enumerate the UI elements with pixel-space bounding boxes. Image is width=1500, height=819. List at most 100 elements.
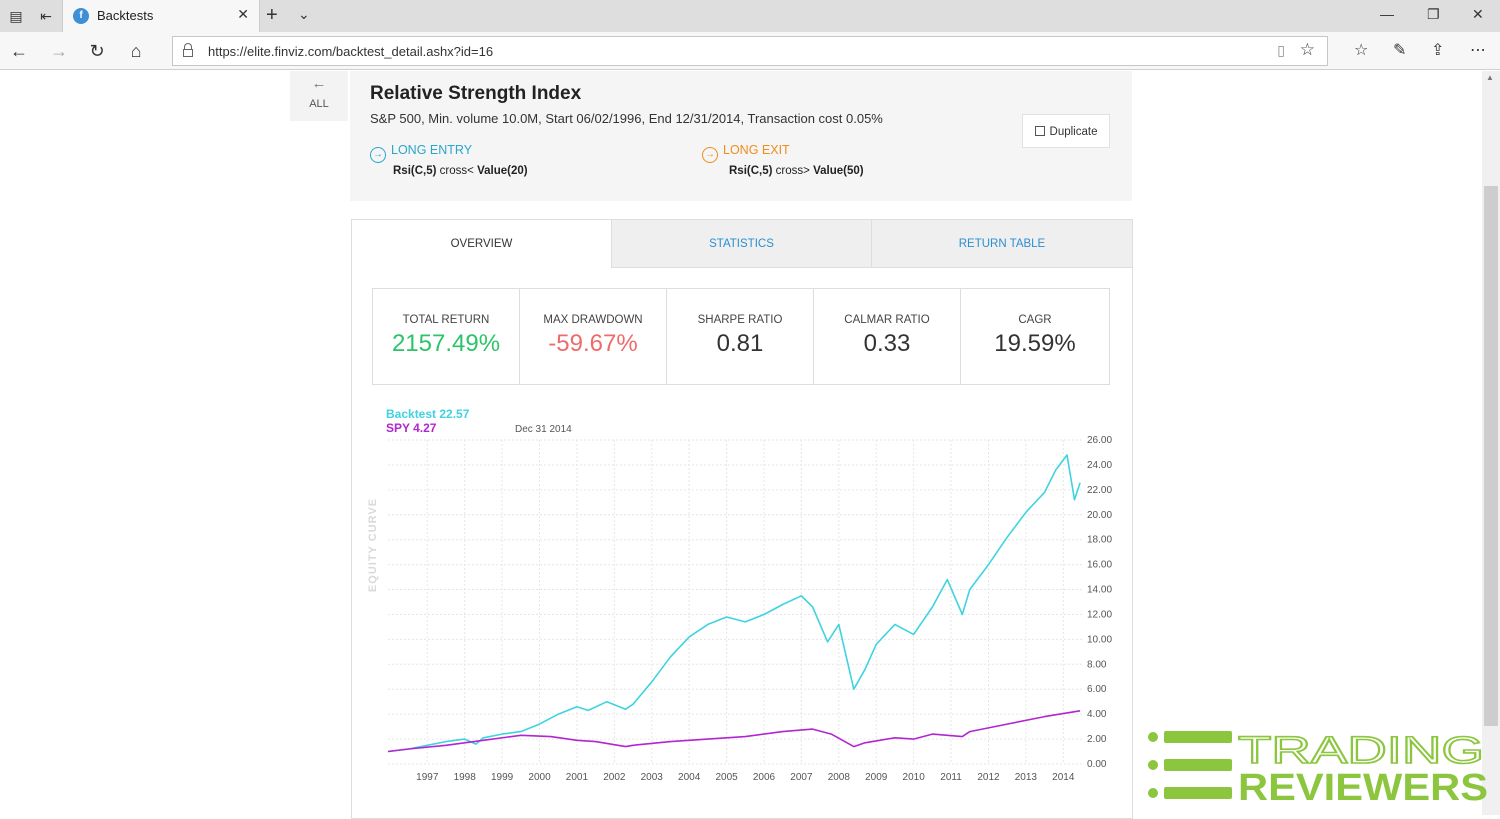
stat-value: -59.67% — [548, 330, 638, 357]
watermark-bar — [1164, 787, 1232, 799]
stat-label: SHARPE RATIO — [697, 314, 783, 326]
exit-expr-a: Rsi(C,5) — [729, 165, 773, 177]
back-icon[interactable]: ← — [10, 41, 28, 61]
results-panel: OVERVIEW STATISTICS RETURN TABLE TOTAL R… — [351, 219, 1133, 819]
x-tick-label: 2005 — [715, 772, 738, 783]
x-tick-label: 1999 — [491, 772, 514, 783]
back-to-all-button[interactable]: ← ALL — [290, 71, 348, 121]
scrollbar-thumb[interactable] — [1484, 186, 1498, 726]
copy-icon — [1034, 126, 1045, 136]
x-tick-label: 1998 — [454, 772, 477, 783]
x-tick-label: 2011 — [940, 772, 962, 783]
y-tick-label: 22.00 — [1087, 485, 1112, 496]
more-menu-icon[interactable]: ⋯ — [1470, 42, 1486, 59]
long-entry-rule: Rsi(C,5) cross< Value(20) — [393, 165, 528, 177]
x-tick-label: 2014 — [1052, 772, 1075, 783]
back-to-all-label: ALL — [309, 98, 329, 110]
tab-return-table[interactable]: RETURN TABLE — [872, 220, 1132, 268]
exit-expr-b: cross> — [775, 165, 810, 177]
scroll-up-icon[interactable]: ▲ — [1486, 73, 1494, 82]
favorites-hub-icon[interactable]: ☆ — [1354, 42, 1369, 59]
chart-series — [387, 454, 1081, 753]
stat-total-return: TOTAL RETURN 2157.49% — [373, 289, 520, 384]
forward-icon[interactable]: → — [50, 41, 68, 61]
new-tab-icon[interactable]: + — [266, 4, 278, 26]
tab-statistics[interactable]: STATISTICS — [612, 220, 872, 268]
stat-value: 19.59% — [994, 330, 1076, 357]
set-tabs-aside-icon[interactable]: ⇤ — [40, 8, 52, 24]
restore-icon[interactable]: ❐ — [1427, 6, 1440, 22]
long-entry-label: LONG ENTRY — [391, 143, 473, 157]
stat-label: MAX DRAWDOWN — [543, 314, 643, 326]
backtest-header: Relative Strength Index S&P 500, Min. vo… — [350, 71, 1132, 201]
stat-value: 0.81 — [716, 330, 764, 357]
stat-label: CAGR — [1018, 314, 1052, 326]
results-tabs: OVERVIEW STATISTICS RETURN TABLE — [352, 220, 1132, 268]
long-entry-heading: → LONG ENTRY — [370, 143, 472, 163]
x-tick-label: 2006 — [753, 772, 776, 783]
share-icon[interactable]: ⇪ — [1431, 42, 1445, 59]
tab-overview[interactable]: OVERVIEW — [352, 220, 612, 268]
tab-list-chevron-icon[interactable]: ⌄ — [298, 6, 310, 22]
backtest-title: Relative Strength Index — [370, 83, 582, 104]
long-exit-label: LONG EXIT — [723, 143, 790, 157]
minimize-icon[interactable]: — — [1380, 6, 1394, 22]
browser-tab[interactable]: f Backtests ✕ — [62, 0, 260, 32]
y-tick-label: 14.00 — [1087, 585, 1112, 596]
exit-expr-c: Value(50) — [813, 165, 864, 177]
y-tick-label: 6.00 — [1087, 684, 1107, 695]
y-tick-label: 18.00 — [1087, 535, 1112, 546]
exit-icon: → — [702, 147, 718, 163]
x-tick-label: 2000 — [528, 772, 551, 783]
x-tick-label: 1997 — [416, 772, 439, 783]
lock-icon — [183, 43, 193, 57]
browser-tab-strip: ▤ ⇤ f Backtests ✕ + ⌄ — ❐ ✕ — [0, 0, 1500, 32]
stat-max-drawdown: MAX DRAWDOWN -59.67% — [520, 289, 667, 384]
equity-curve-chart[interactable]: 0.00 2.00 4.00 6.00 8.00 10.00 12.00 14.00 16.00… — [360, 398, 1120, 798]
url-text[interactable]: https://elite.finviz.com/backtest_detail… — [208, 44, 494, 59]
close-tab-icon[interactable]: ✕ — [237, 6, 249, 22]
entry-icon: → — [370, 147, 386, 163]
x-tick-label: 2009 — [865, 772, 888, 783]
close-window-icon[interactable]: ✕ — [1472, 6, 1484, 22]
y-axis-ticks: 0.00 2.00 4.00 6.00 8.00 10.00 12.00 14.00 16.00… — [1087, 435, 1112, 770]
watermark-dot — [1148, 732, 1158, 742]
series-line-backtest — [387, 454, 1081, 753]
watermark-dot — [1148, 788, 1158, 798]
watermark-bar — [1164, 731, 1232, 743]
long-exit-heading: → LONG EXIT — [702, 143, 790, 163]
finviz-favicon-icon: f — [73, 8, 89, 24]
watermark-line1: TRADING — [1238, 730, 1484, 772]
tab-title: Backtests — [97, 8, 154, 23]
home-icon[interactable]: ⌂ — [130, 41, 142, 61]
duplicate-button[interactable]: Duplicate — [1022, 114, 1110, 148]
x-tick-label: 2002 — [603, 772, 626, 783]
x-tick-label: 2004 — [678, 772, 701, 783]
tab-actions-icon[interactable]: ▤ — [9, 8, 23, 24]
y-tick-label: 2.00 — [1087, 734, 1107, 745]
legend-backtest: Backtest 22.57 — [386, 407, 470, 421]
x-tick-label: 2010 — [903, 772, 926, 783]
browser-toolbar: ← → ↻ ⌂ https://elite.finviz.com/backtes… — [0, 32, 1500, 70]
x-tick-label: 2007 — [790, 772, 813, 783]
web-note-icon[interactable]: ✎ — [1393, 42, 1407, 59]
watermark-bar — [1164, 759, 1232, 771]
stat-label: TOTAL RETURN — [402, 314, 490, 326]
address-bar[interactable]: https://elite.finviz.com/backtest_detail… — [172, 36, 1328, 66]
refresh-icon[interactable]: ↻ — [89, 41, 105, 61]
x-tick-label: 2003 — [641, 772, 664, 783]
x-axis-ticks: 1997 1998 1999 2000 2001 2002 2003 2004 2005 2006… — [416, 772, 1075, 783]
reading-view-icon[interactable]: ▯ — [1277, 42, 1285, 58]
stat-value: 2157.49% — [391, 330, 501, 357]
x-tick-label: 2013 — [1015, 772, 1038, 783]
x-tick-label: 2001 — [566, 772, 589, 783]
x-tick-label: 2008 — [828, 772, 851, 783]
y-axis-label: EQUITY CURVE — [367, 498, 379, 592]
favorite-star-icon[interactable]: ☆ — [1299, 40, 1315, 59]
stat-cagr: CAGR 19.59% — [961, 289, 1109, 384]
y-tick-label: 16.00 — [1087, 560, 1112, 571]
stat-calmar-ratio: CALMAR RATIO 0.33 — [814, 289, 961, 384]
entry-expr-c: Value(20) — [477, 165, 528, 177]
x-tick-label: 2012 — [977, 772, 1000, 783]
page-scrollbar[interactable]: ▲ — [1482, 71, 1500, 815]
